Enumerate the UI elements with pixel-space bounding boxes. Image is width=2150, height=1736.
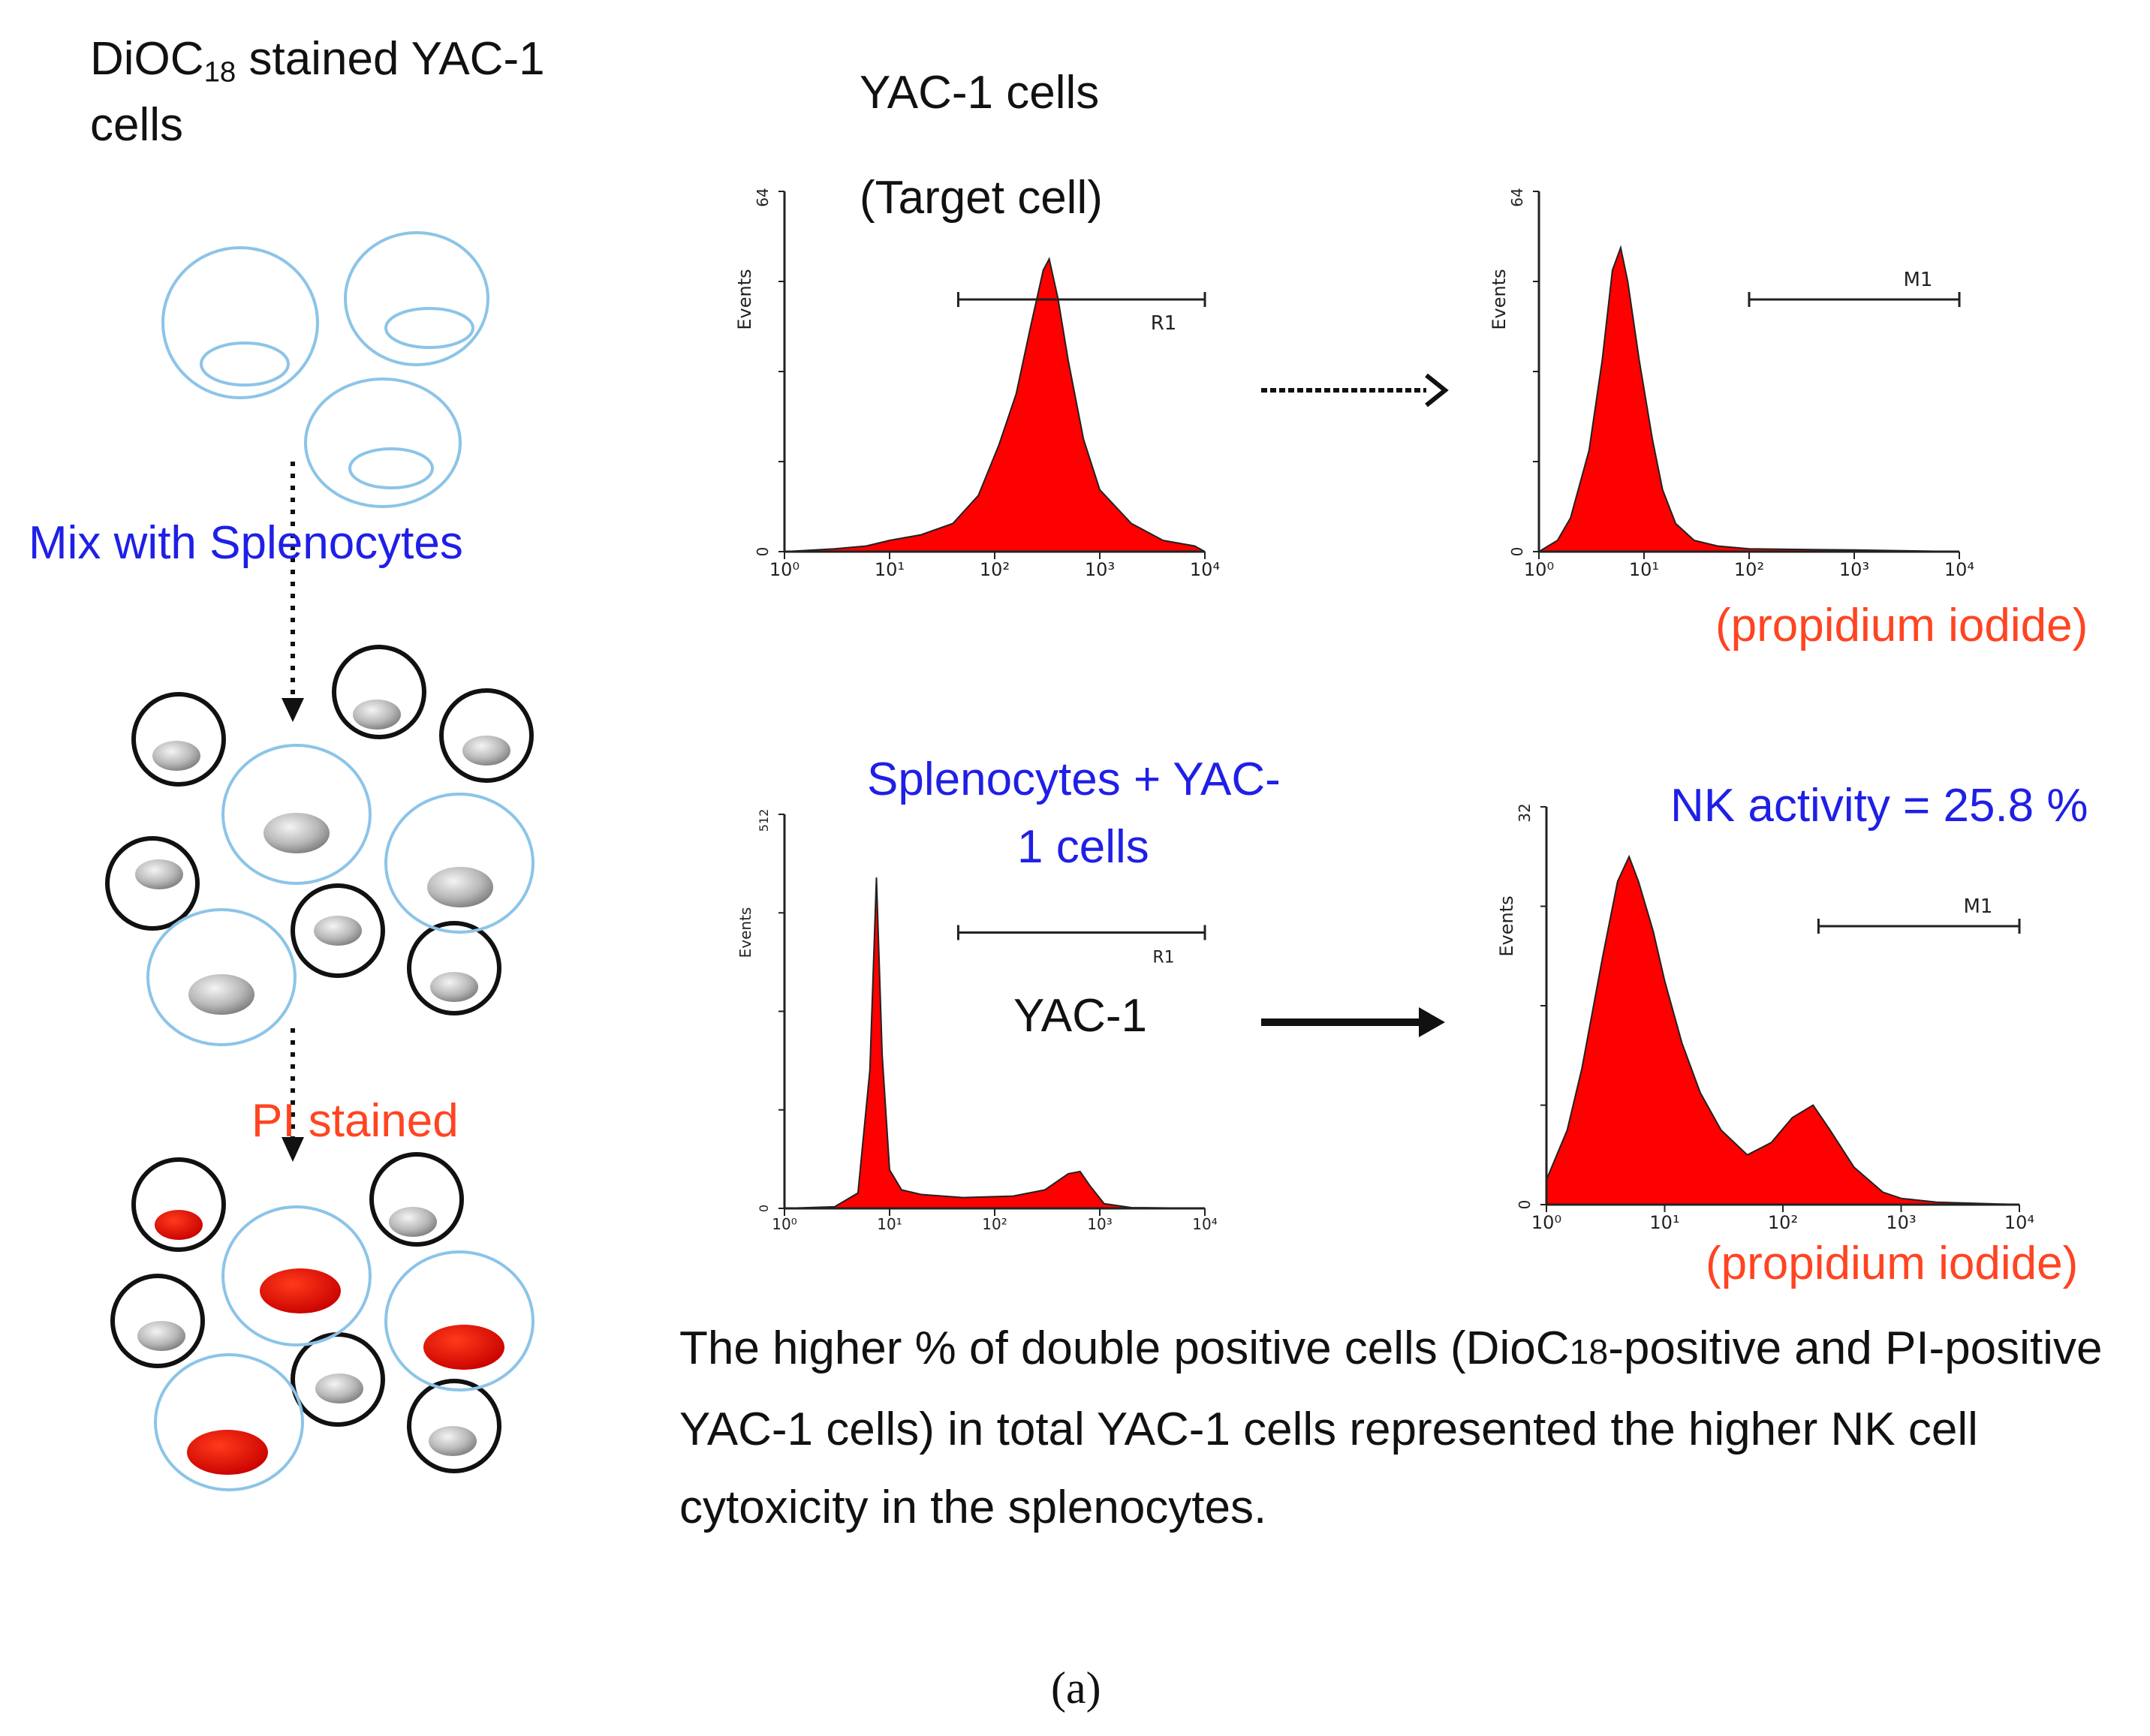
- x-tick-label: 10⁴: [1190, 559, 1220, 580]
- histogram-dioc-target: 10⁰ 10¹ 10² 10³ 10⁴ 0 64 Events R1: [734, 188, 1220, 580]
- x-tick-label: 10²: [982, 1215, 1007, 1233]
- histogram-pi-mixed: 10⁰ 10¹ 10² 10³ 10⁴ 0 32 Events M1: [1496, 803, 2034, 1233]
- bottom-section-title-line2: 1 cells: [1017, 821, 1149, 873]
- y-axis-title: Events: [1489, 269, 1510, 329]
- y-tick-label: 64: [754, 188, 772, 206]
- histogram-fill: [1536, 245, 1960, 552]
- yac1-gate-label: YAC-1: [1013, 990, 1148, 1042]
- yac1-cell-outline: [161, 246, 319, 399]
- top-section-title: YAC-1 cells: [860, 67, 1100, 119]
- y-tick-label: 0: [757, 1205, 771, 1212]
- x-tick-label: 10⁴: [2004, 1212, 2034, 1233]
- nk-activity-label: NK activity = 25.8 %: [1670, 780, 2088, 832]
- dioc-stained-cells: [161, 231, 489, 508]
- y-tick-label: 64: [1508, 188, 1526, 206]
- x-tick-label: 10¹: [877, 1215, 902, 1233]
- y-axis-title: Events: [734, 269, 755, 329]
- x-tick-label: 10¹: [1629, 559, 1659, 580]
- left-panel-title: DiOC18 stained YAC-1: [90, 33, 545, 89]
- yac1-cell-nucleus: [200, 341, 290, 387]
- x-tick-label: 10⁴: [1944, 559, 1974, 580]
- histogram-pi-target: 10⁰ 10¹ 10² 10³ 10⁴ 0 64 Events M1: [1489, 188, 1974, 580]
- histogram-fill: [1546, 854, 2020, 1205]
- arrowhead-icon: [1425, 373, 1449, 408]
- x-tick-label: 10⁰: [769, 559, 799, 580]
- histogram-fill: [784, 257, 1206, 552]
- x-tick-label: 10⁰: [1531, 1212, 1561, 1233]
- gate-label: M1: [1904, 269, 1933, 291]
- y-tick-label: 0: [1508, 547, 1526, 557]
- y-tick-label: 0: [754, 547, 772, 557]
- yac1-cell-nucleus: [348, 447, 434, 489]
- x-tick-label: 10¹: [1649, 1212, 1679, 1233]
- x-tick-label: 10¹: [875, 559, 905, 580]
- yac1-cell-outline: [344, 231, 489, 366]
- x-tick-label: 10²: [1734, 559, 1764, 580]
- x-tick-label: 10²: [1768, 1212, 1798, 1233]
- arrowhead-icon: [1419, 1007, 1445, 1037]
- top-section-subtitle: (Target cell): [860, 172, 1103, 224]
- left-panel-title-line2: cells: [90, 99, 184, 151]
- footnote-text: The higher % of double positive cells (D…: [679, 1322, 2103, 1533]
- y-tick-label: 512: [757, 809, 771, 832]
- gate-label: R1: [1152, 949, 1174, 967]
- y-axis-title: Events: [736, 907, 754, 958]
- y-tick-label: 32: [1516, 803, 1534, 822]
- x-tick-label: 10³: [1839, 559, 1869, 580]
- pi-axis-label-bottom: (propidium iodide): [1706, 1238, 2079, 1289]
- histogram-dioc-mixed: 10⁰ 10¹ 10² 10³ 10⁴ 0 512 Events R1: [736, 809, 1218, 1233]
- pi-stained-label: PI stained: [251, 1095, 459, 1147]
- histogram-fill: [784, 877, 1206, 1209]
- x-tick-label: 10³: [1886, 1212, 1916, 1233]
- mix-label: Mix with Splenocytes: [29, 517, 463, 569]
- pi-axis-label: (propidium iodide): [1715, 600, 2088, 651]
- arrowhead-icon: [282, 1137, 304, 1162]
- arrowhead-icon: [282, 698, 304, 722]
- y-axis-title: Events: [1496, 895, 1517, 956]
- gate-label: R1: [1151, 312, 1177, 335]
- mixed-cells: [105, 645, 534, 1046]
- x-tick-label: 10⁴: [1192, 1215, 1217, 1233]
- figure-caption: (a): [1051, 1663, 1101, 1713]
- x-tick-label: 10³: [1087, 1215, 1112, 1233]
- bottom-section-title: Splenocytes + YAC-: [867, 754, 1281, 805]
- x-tick-label: 10³: [1085, 559, 1115, 580]
- x-tick-label: 10⁰: [772, 1215, 796, 1233]
- x-tick-label: 10⁰: [1524, 559, 1554, 580]
- y-tick-label: 0: [1516, 1200, 1534, 1210]
- yac1-cell-nucleus: [384, 307, 474, 349]
- yac1-cell-outline: [304, 378, 462, 508]
- x-tick-label: 10²: [980, 559, 1010, 580]
- gate-label: M1: [1964, 895, 1993, 918]
- pi-stained-cells: [110, 1152, 534, 1491]
